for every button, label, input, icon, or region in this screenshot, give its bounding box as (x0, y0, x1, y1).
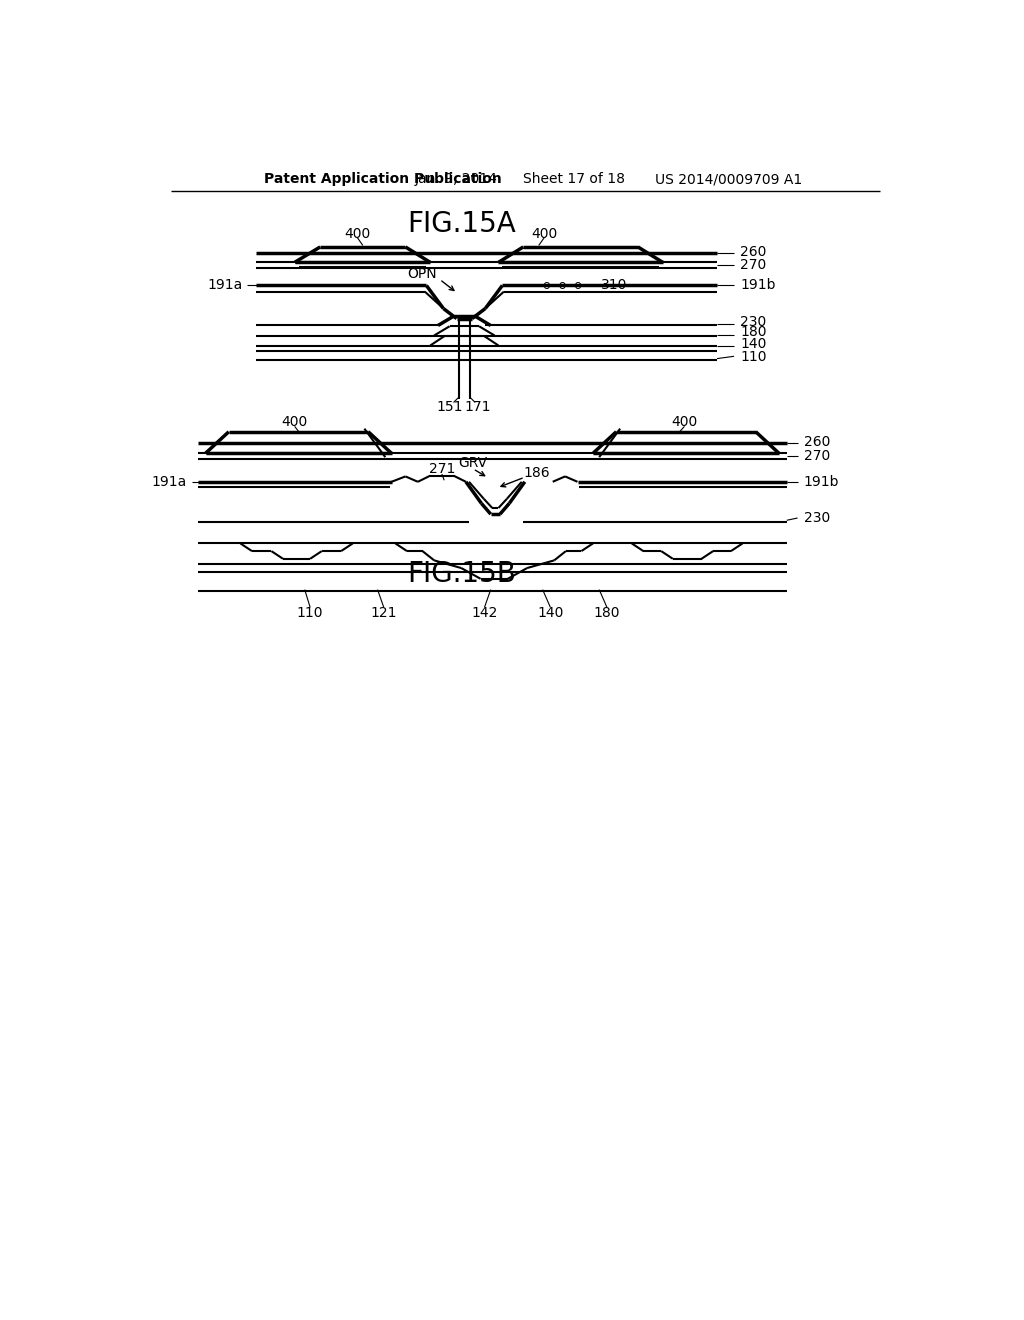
Text: 230: 230 (804, 511, 830, 525)
Text: 270: 270 (740, 257, 767, 272)
Text: 271: 271 (429, 462, 455, 477)
Text: FIG.15B: FIG.15B (407, 560, 516, 589)
Text: 140: 140 (538, 606, 563, 619)
Text: 171: 171 (464, 400, 490, 414)
Text: 400: 400 (672, 414, 697, 429)
Text: 191a: 191a (152, 475, 187, 488)
Text: 191a: 191a (208, 279, 243, 293)
Text: Sheet 17 of 18: Sheet 17 of 18 (523, 172, 626, 186)
Text: 186: 186 (523, 466, 550, 479)
Text: o  o  o: o o o (543, 279, 582, 292)
Text: 110: 110 (740, 350, 767, 364)
Text: 180: 180 (740, 326, 767, 339)
Text: 191b: 191b (740, 279, 776, 293)
Text: US 2014/0009709 A1: US 2014/0009709 A1 (655, 172, 802, 186)
Text: 270: 270 (804, 449, 830, 462)
Text: 230: 230 (740, 315, 767, 330)
Text: GRV: GRV (459, 457, 487, 470)
Text: 121: 121 (371, 606, 397, 619)
Text: 400: 400 (531, 227, 557, 240)
Text: 140: 140 (740, 337, 767, 351)
Text: 310: 310 (601, 279, 627, 293)
Text: 400: 400 (282, 414, 308, 429)
Text: FIG.15A: FIG.15A (407, 210, 516, 238)
Text: 180: 180 (594, 606, 621, 619)
Text: 142: 142 (471, 606, 498, 619)
Text: 260: 260 (740, 244, 767, 259)
Text: Patent Application Publication: Patent Application Publication (263, 172, 502, 186)
Text: 191b: 191b (804, 475, 840, 488)
Text: 260: 260 (804, 434, 830, 449)
Text: OPN: OPN (407, 267, 436, 281)
Text: 151: 151 (436, 400, 463, 414)
Text: Jan. 9, 2014: Jan. 9, 2014 (415, 172, 498, 186)
Text: 400: 400 (344, 227, 371, 240)
Text: 110: 110 (297, 606, 324, 619)
